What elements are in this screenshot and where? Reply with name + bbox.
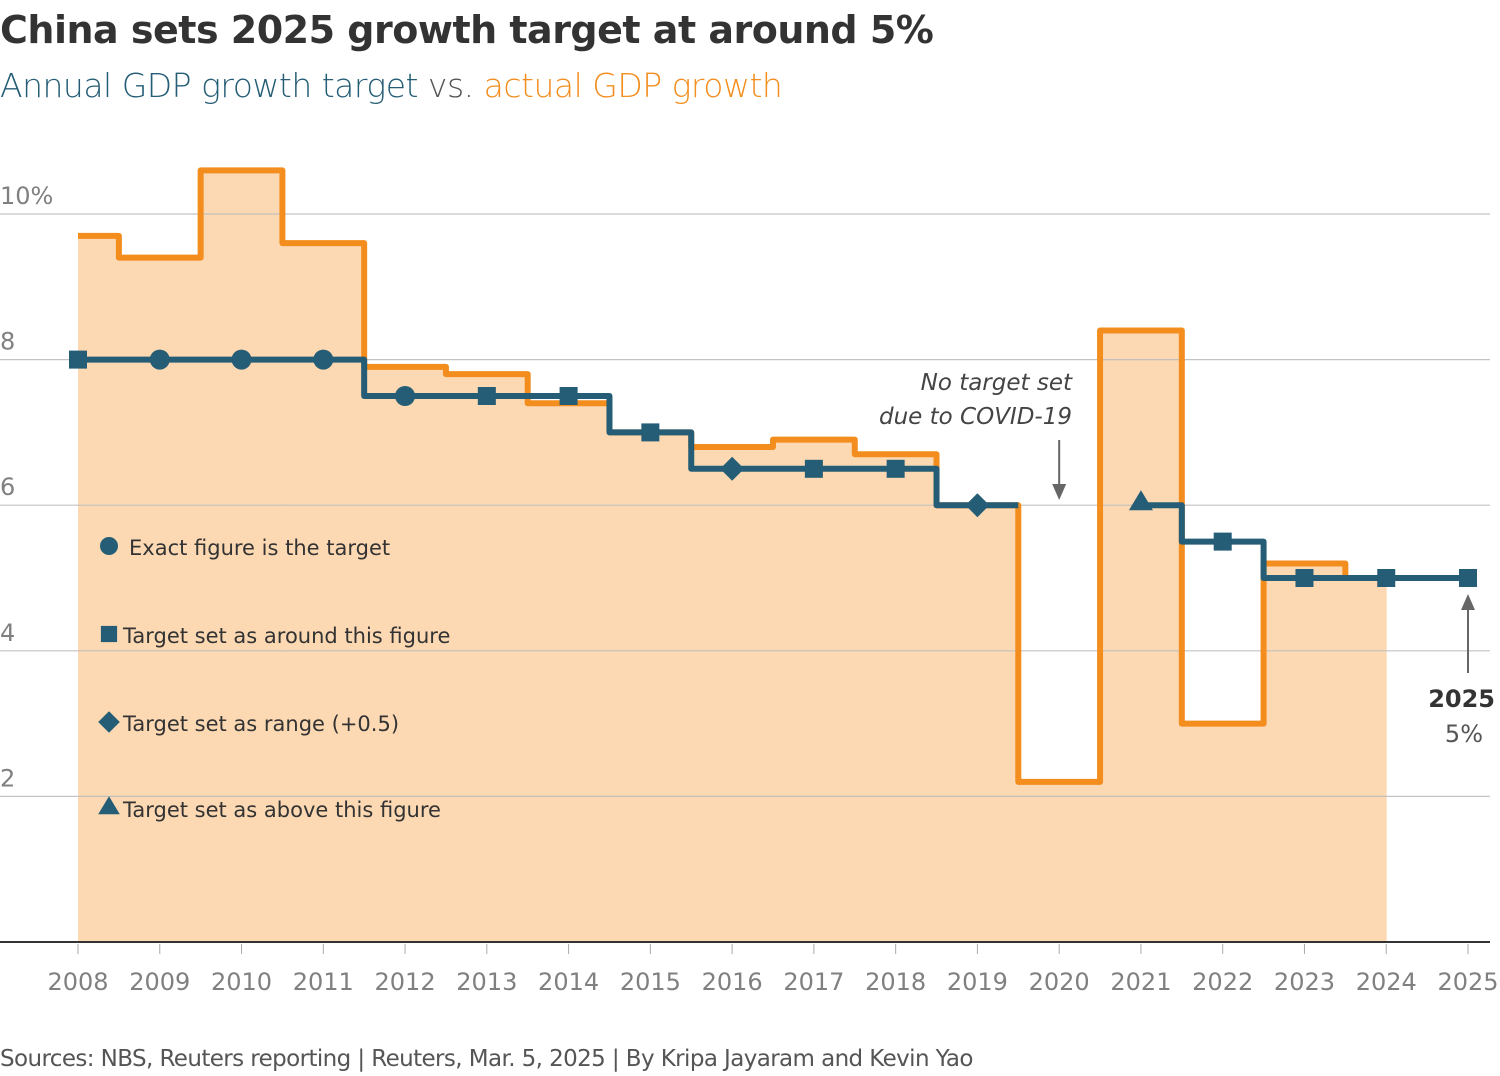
target-marker-2024 xyxy=(1377,569,1396,587)
x-tick-label-2021: 2021 xyxy=(1110,968,1171,996)
target-marker-2008 xyxy=(69,350,87,369)
target-marker-2014 xyxy=(559,387,578,405)
x-tick-label-2009: 2009 xyxy=(129,968,190,996)
x-tick-label-2019: 2019 xyxy=(947,968,1008,996)
target-marker-2025 xyxy=(1459,569,1477,587)
actual-fill-bar-2018 xyxy=(854,454,938,942)
actual-fill-bar-2008 xyxy=(78,235,120,943)
y-tick-label-6: 6 xyxy=(0,473,15,501)
actual-fill-bar-2016 xyxy=(691,446,774,942)
target-marker-2016 xyxy=(720,456,745,481)
actual-fill-bar-2012 xyxy=(364,366,447,942)
actual-fill-bar-2019 xyxy=(936,505,1019,942)
actual-fill-bar-2013 xyxy=(445,374,529,942)
target-marker-2023 xyxy=(1295,569,1314,587)
actual-fill-bar-2017 xyxy=(773,439,856,942)
target-marker-2009 xyxy=(149,349,170,370)
chart-subtitle: Annual GDP growth target vs. actual GDP … xyxy=(0,66,783,105)
legend-label-diamond: Target set as range (+0.5) xyxy=(122,712,399,736)
target-marker-2021 xyxy=(1128,490,1153,511)
actual-fill-layer xyxy=(78,170,1387,943)
x-tick-label-2008: 2008 xyxy=(47,968,108,996)
actual-fill-bar-2023 xyxy=(1263,563,1346,942)
target-marker-2015 xyxy=(641,423,660,442)
legend-marker-diamond xyxy=(98,711,120,733)
actual-fill-bar-2009 xyxy=(118,257,202,942)
target-marker-2019 xyxy=(965,493,990,518)
actual-fill-bar-2014 xyxy=(527,403,610,942)
annotation-arrow-up-icon xyxy=(1461,594,1475,610)
actual-fill-bar-2011 xyxy=(282,243,365,942)
x-tick-label-2020: 2020 xyxy=(1029,968,1090,996)
x-tick-label-2018: 2018 xyxy=(865,968,926,996)
x-tick-label-2022: 2022 xyxy=(1192,968,1253,996)
x-tick-label-2010: 2010 xyxy=(211,968,272,996)
actual-fill-bar-2024 xyxy=(1345,578,1387,942)
annotation-arrow-down-icon xyxy=(1052,484,1067,500)
subtitle-vs: vs. xyxy=(417,66,484,105)
target-marker-2022 xyxy=(1213,532,1232,551)
x-tick-label-2023: 2023 xyxy=(1274,968,1335,996)
chart-title: China sets 2025 growth target at around … xyxy=(0,8,934,52)
subtitle-actual: actual GDP growth xyxy=(483,66,783,105)
actual-fill-bar-2015 xyxy=(609,432,692,942)
x-tick-label-2015: 2015 xyxy=(620,968,681,996)
legend-marker-triangle xyxy=(98,796,120,815)
x-axis: 2008 2009 2010 2011 2012 2013 2014 2015 2016 2017… xyxy=(0,941,1499,996)
actual-fill-bar-2010 xyxy=(200,170,283,942)
target-line-layer xyxy=(69,349,1477,587)
x-tick-label-2014: 2014 xyxy=(538,968,599,996)
target-marker-2011 xyxy=(313,349,334,370)
annotation-final-year: 2025 xyxy=(1428,685,1495,713)
x-tick-label-2024: 2024 xyxy=(1356,968,1417,996)
annotation-final-value: 5% xyxy=(1445,720,1483,748)
target-marker-2010 xyxy=(231,349,252,370)
y-tick-label-10: 10% xyxy=(0,182,53,210)
x-tick-label-2012: 2012 xyxy=(375,968,436,996)
legend-label-square: Target set as around this figure xyxy=(122,624,450,648)
x-tick-label-2011: 2011 xyxy=(293,968,354,996)
legend: Exact figure is the target Target set as … xyxy=(98,536,450,822)
annotations: No target set due to COVID-19 2025 5% xyxy=(879,370,1495,748)
legend-marker-square xyxy=(100,625,118,643)
annotation-no-target-line1: No target set xyxy=(921,370,1073,396)
source-footer: Sources: NBS, Reuters reporting | Reuter… xyxy=(0,1046,973,1072)
actual-fill-bar-2021 xyxy=(1100,330,1183,943)
target-marker-2012 xyxy=(395,386,416,406)
target-growth-line xyxy=(78,356,1468,581)
legend-label-circle: Exact figure is the target xyxy=(129,536,390,560)
x-tick-label-2013: 2013 xyxy=(456,968,517,996)
target-marker-2017 xyxy=(804,459,823,478)
legend-label-triangle: Target set as above this figure xyxy=(122,798,441,822)
annotation-no-target-line2: due to COVID-19 xyxy=(879,404,1072,430)
y-tick-label-4: 4 xyxy=(0,619,15,647)
target-marker-2018 xyxy=(886,459,905,478)
actual-fill-bar-2020 xyxy=(1018,781,1101,942)
y-tick-label-2: 2 xyxy=(0,764,15,792)
x-tick-label-2025: 2025 xyxy=(1437,968,1498,996)
target-marker-2013 xyxy=(477,387,496,405)
legend-marker-circle xyxy=(100,537,118,555)
actual-fill-bar-2022 xyxy=(1181,723,1265,942)
x-tick-label-2016: 2016 xyxy=(702,968,763,996)
subtitle-target: Annual GDP growth target xyxy=(0,66,418,105)
x-tick-label-2017: 2017 xyxy=(783,968,844,996)
y-tick-label-8: 8 xyxy=(0,328,15,356)
